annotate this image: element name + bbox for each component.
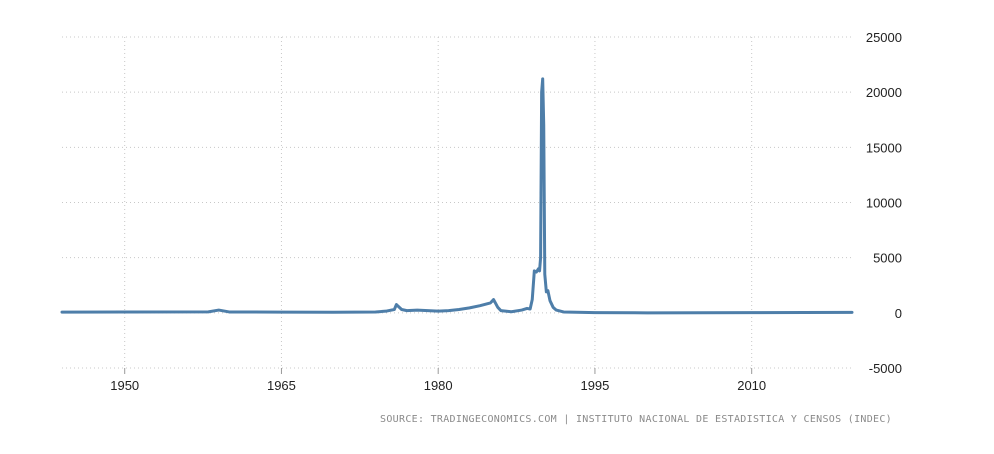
chart-grid <box>62 36 852 369</box>
x-tick-label: 1980 <box>424 378 453 393</box>
x-axis: 1950 1965 1980 1995 2010 <box>110 368 766 393</box>
y-axis: -5000 0 5000 10000 15000 20000 25000 <box>866 30 902 376</box>
y-tick-label: 20000 <box>866 85 902 100</box>
y-tick-label: 25000 <box>866 30 902 45</box>
source-attribution: SOURCE: TRADINGECONOMICS.COM | INSTITUTO… <box>380 414 892 425</box>
y-tick-label: 15000 <box>866 140 902 155</box>
y-tick-label: -5000 <box>869 361 902 376</box>
y-tick-label: 5000 <box>873 251 902 266</box>
x-tick-label: 2010 <box>737 378 766 393</box>
x-tick-label: 1995 <box>580 378 609 393</box>
x-tick-label: 1965 <box>267 378 296 393</box>
y-tick-label: 0 <box>895 306 902 321</box>
x-tick-label: 1950 <box>110 378 139 393</box>
y-tick-label: 10000 <box>866 196 902 211</box>
series-line <box>60 77 854 315</box>
